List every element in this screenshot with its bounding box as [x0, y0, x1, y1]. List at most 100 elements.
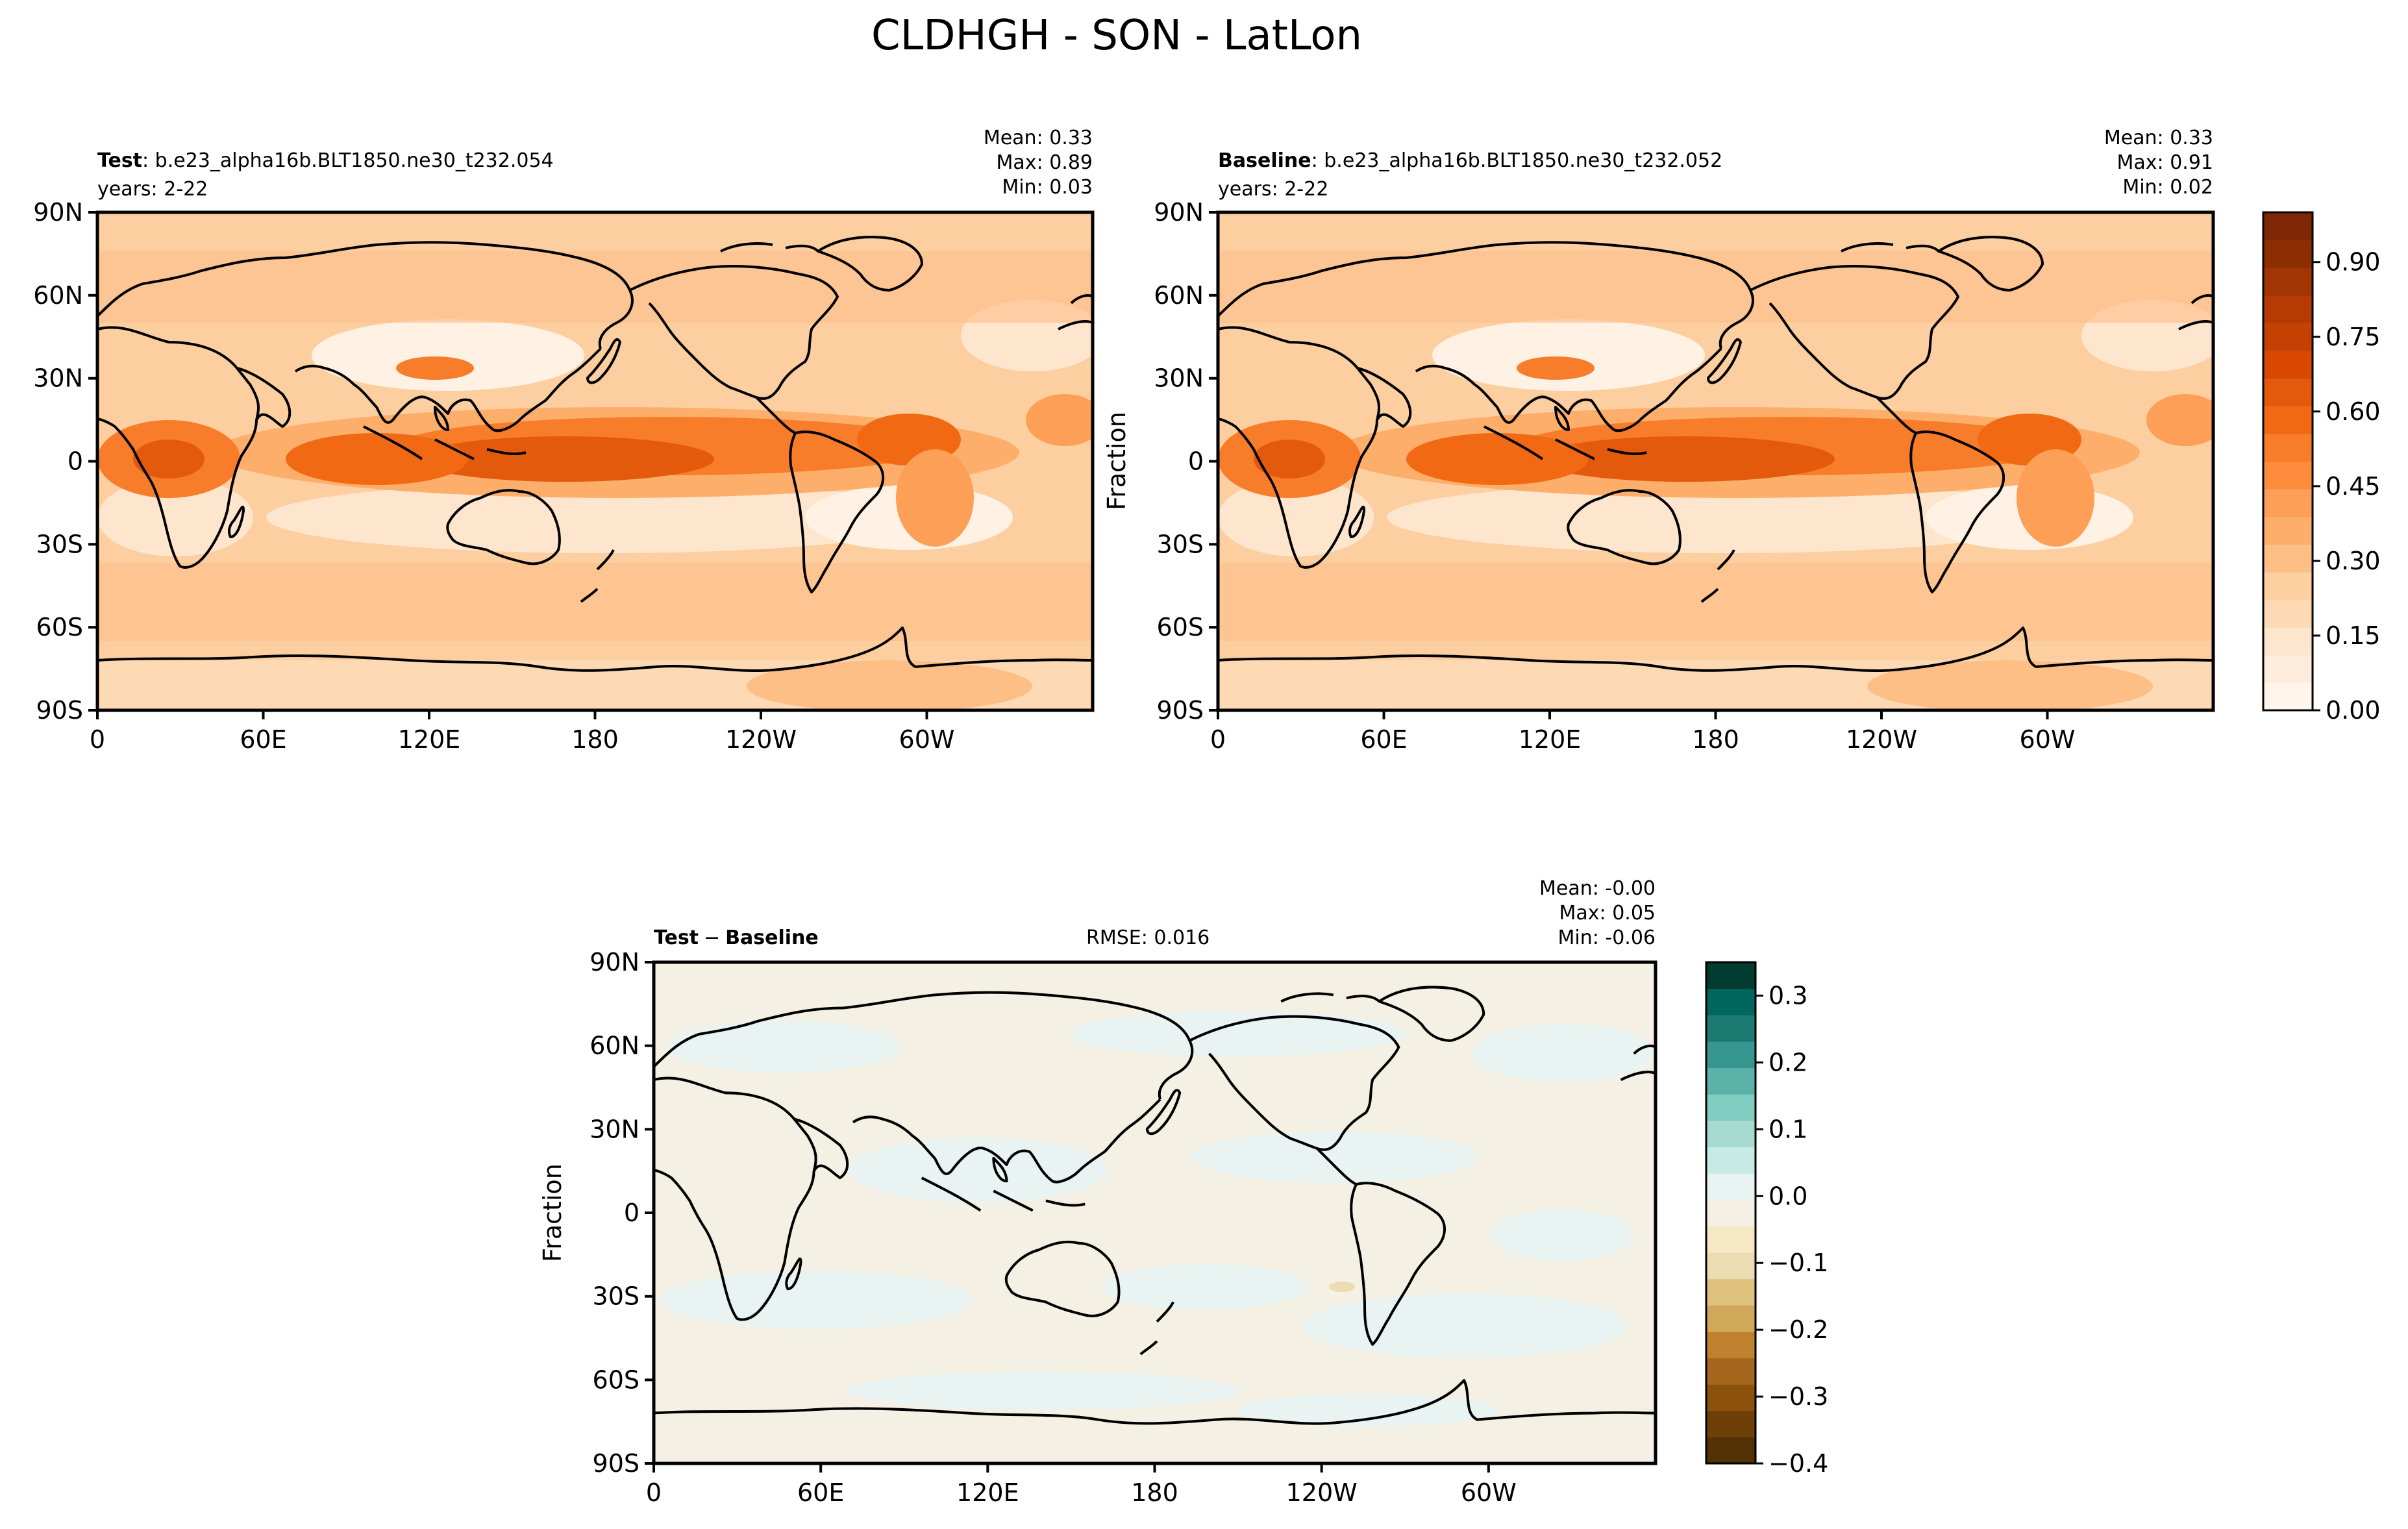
baseline-colorbar: 0.00 0.15 0.30 0.45 0.60 0.75 0.90	[2262, 211, 2381, 725]
difference-stat-min: Min: -0.06	[1558, 926, 1656, 949]
difference-colorbar: 0.3 0.2 0.1 0.0 −0.1 −0.2 −0.3 −0.4	[1705, 961, 1828, 1478]
colorbar-tick-label: 0.1	[1769, 1115, 1807, 1143]
y-tick-label: 30N	[33, 364, 83, 393]
diff-label-minus: −	[704, 926, 720, 949]
x-tick-label: 120W	[1286, 1478, 1358, 1507]
test-panel: Test: b.e23_alpha16b.BLT1850.ne30_t232.0…	[33, 127, 1095, 754]
y-tick-label: 90S	[1157, 696, 1204, 725]
y-tick-label: 30N	[1154, 364, 1204, 393]
diff-label-baseline: Baseline	[725, 926, 819, 949]
colorbar-segment	[2263, 654, 2313, 683]
colorbar-segment	[1706, 1252, 1756, 1280]
colorbar-segment	[2263, 599, 2313, 628]
x-tick-label: 120E	[1519, 725, 1582, 754]
x-tick-label: 0	[1210, 725, 1226, 754]
x-tick-label: 60W	[899, 725, 955, 754]
colorbar-segment	[2263, 516, 2313, 545]
x-tick-label: 60E	[797, 1478, 844, 1507]
x-tick-label: 120E	[398, 725, 461, 754]
colorbar-frame	[1705, 961, 1757, 1465]
colorbar-segment	[2263, 323, 2313, 351]
baseline-ylabel: Fraction	[1102, 412, 1131, 510]
difference-stat-max: Max: 0.05	[1559, 902, 1656, 925]
colorbar-segment	[1706, 1410, 1756, 1437]
baseline-panel: Baseline: b.e23_alpha16b.BLT1850.ne30_t2…	[1102, 127, 2381, 754]
x-tick-label: 60W	[2020, 725, 2076, 754]
colorbar-segment	[1706, 962, 1756, 989]
y-tick-label: 60S	[593, 1365, 639, 1394]
difference-ylabel: Fraction	[538, 1163, 567, 1262]
y-tick-label: 90N	[590, 948, 639, 976]
colorbar-tick-label: 0.00	[2326, 696, 2381, 725]
y-tick-label: 60N	[590, 1032, 639, 1060]
baseline-stat-max: Max: 0.91	[2117, 151, 2213, 174]
colorbar-segment	[2263, 406, 2313, 434]
test-years: years: 2-22	[97, 178, 208, 201]
difference-rmse: RMSE: 0.016	[1086, 926, 1210, 949]
colorbar-frame	[2262, 211, 2314, 712]
colorbar-segment	[1706, 1331, 1756, 1359]
colorbar-segment	[2263, 351, 2313, 379]
colorbar-segment	[1706, 1015, 1756, 1042]
test-stat-mean: Mean: 0.33	[984, 127, 1093, 149]
baseline-axes: 0 60E 120E 180 120W 60W 90N 60N 30N 0 30S 60S 90S	[1154, 198, 2075, 754]
y-tick-label: 0	[68, 447, 83, 476]
colorbar-segment	[1706, 1041, 1756, 1069]
y-tick-label: 30N	[590, 1115, 639, 1143]
y-tick-label: 90S	[36, 696, 83, 725]
baseline-stat-min: Min: 0.02	[2122, 176, 2213, 199]
y-tick-label: 0	[1188, 447, 1204, 476]
colorbar-segment	[2263, 544, 2313, 573]
colorbar-segment	[1706, 1120, 1756, 1148]
colorbar-segment	[2263, 627, 2313, 656]
test-label-case: : b.e23_alpha16b.BLT1850.ne30_t232.054	[142, 149, 554, 172]
y-tick-label: 30S	[593, 1282, 639, 1311]
difference-panel-label: Test − Baseline	[654, 926, 819, 949]
colorbar-segment	[1706, 1358, 1756, 1385]
y-tick-label: 90N	[1154, 198, 1204, 227]
colorbar-tick-label: 0.45	[2326, 472, 2381, 501]
y-tick-label: 30S	[1157, 530, 1204, 558]
test-stat-max: Max: 0.89	[997, 151, 1093, 174]
difference-axes: 0 60E 120E 180 120W 60W 90N 60N 30N 0 30S 60S 90S	[590, 948, 1517, 1507]
x-tick-label: 120E	[956, 1478, 1019, 1507]
x-tick-label: 180	[571, 725, 619, 754]
y-tick-label: 60N	[1154, 281, 1204, 310]
colorbar-segment	[2263, 682, 2313, 711]
colorbar-segment	[2263, 489, 2313, 517]
y-tick-label: 30S	[36, 530, 83, 558]
y-tick-label: 90N	[33, 198, 83, 227]
y-tick-label: 90S	[593, 1449, 639, 1478]
difference-panel: Test − Baseline RMSE: 0.016 Mean: -0.00 Ma…	[538, 877, 1828, 1507]
x-tick-label: 60E	[240, 725, 286, 754]
x-tick-label: 0	[646, 1478, 662, 1507]
colorbar-tick-label: 0.90	[2326, 248, 2381, 277]
colorbar-segment	[2263, 378, 2313, 406]
colorbar-segment	[2263, 240, 2313, 268]
colorbar-tick-label: 0.15	[2326, 621, 2381, 650]
colorbar-tick-label: 0.0	[1769, 1182, 1807, 1210]
baseline-panel-label: Baseline: b.e23_alpha16b.BLT1850.ne30_t2…	[1218, 149, 1722, 172]
x-tick-label: 0	[90, 725, 105, 754]
y-tick-label: 60N	[33, 281, 83, 310]
test-panel-label: Test: b.e23_alpha16b.BLT1850.ne30_t232.0…	[97, 149, 554, 172]
baseline-label-case: : b.e23_alpha16b.BLT1850.ne30_t232.052	[1311, 149, 1723, 172]
baseline-years: years: 2-22	[1218, 178, 1328, 201]
colorbar-tick-label: −0.3	[1769, 1382, 1828, 1411]
colorbar-segment	[1706, 1147, 1756, 1174]
colorbar-tick-label: 0.75	[2326, 323, 2381, 351]
baseline-label-bold: Baseline	[1218, 149, 1311, 172]
y-tick-label: 0	[624, 1199, 639, 1227]
colorbar-segment	[2263, 461, 2313, 490]
colorbar-segment	[1706, 1226, 1756, 1253]
colorbar-segment	[2263, 571, 2313, 601]
x-tick-label: 60E	[1360, 725, 1407, 754]
colorbar-segment	[1706, 988, 1756, 1015]
colorbar-segment	[2263, 212, 2313, 241]
x-tick-label: 120W	[725, 725, 797, 754]
test-axes: 0 60E 120E 180 120W 60W 90N 60N 30N 0 30S 60S 90S	[33, 198, 954, 754]
baseline-stat-mean: Mean: 0.33	[2104, 127, 2213, 149]
test-stat-min: Min: 0.03	[1002, 176, 1093, 199]
colorbar-tick-label: 0.2	[1769, 1048, 1807, 1076]
